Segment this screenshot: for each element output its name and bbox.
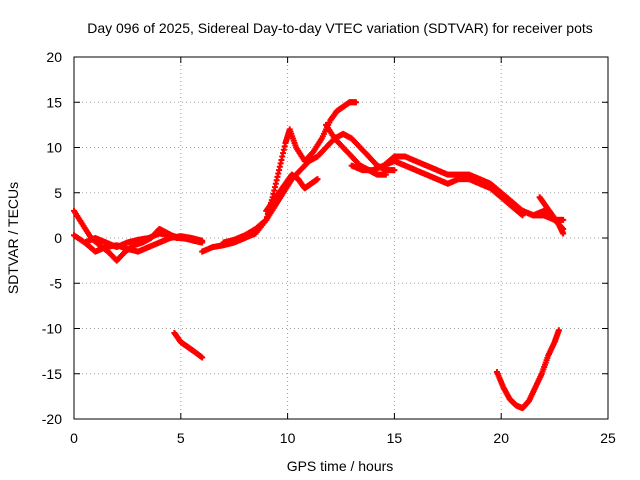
y-tick-label: -10 <box>42 321 62 337</box>
x-tick-label: 20 <box>493 430 509 446</box>
series-track-7 <box>323 121 389 178</box>
y-tick-label: 5 <box>54 185 62 201</box>
series-track-6 <box>263 171 321 214</box>
data-point <box>352 99 359 106</box>
data-point <box>555 327 562 334</box>
data-point <box>199 354 206 361</box>
x-axis-label: GPS time / hours <box>287 458 394 474</box>
data-points <box>71 99 567 412</box>
series-track-12 <box>171 330 206 361</box>
y-tick-label: -5 <box>50 275 63 291</box>
y-tick-label: 10 <box>46 140 62 156</box>
y-tick-label: 20 <box>46 49 62 65</box>
y-tick-label: -15 <box>42 366 62 382</box>
y-tick-label: -20 <box>42 411 62 427</box>
series-track-11 <box>536 194 567 237</box>
series-track-3 <box>81 230 195 251</box>
series-track-10 <box>508 203 567 232</box>
x-axis: 0 5 10 15 20 25 <box>70 57 616 446</box>
data-point <box>382 171 389 178</box>
x-tick-label: 10 <box>280 430 296 446</box>
data-point <box>199 237 206 244</box>
x-tick-label: 15 <box>387 430 403 446</box>
series-track-5 <box>220 130 398 246</box>
x-tick-label: 25 <box>600 430 616 446</box>
data-point <box>188 236 195 243</box>
data-point <box>560 230 567 237</box>
data-point <box>391 167 398 174</box>
series-track-13 <box>493 327 562 412</box>
y-tick-label: 0 <box>54 230 62 246</box>
data-point <box>314 176 321 183</box>
y-axis: -20 -15 -10 -5 0 5 10 15 20 <box>42 49 608 427</box>
x-tick-label: 0 <box>70 430 78 446</box>
chart-title: Day 096 of 2025, Sidereal Day-to-day VTE… <box>87 20 593 36</box>
series-track-9 <box>380 158 526 219</box>
x-tick-label: 5 <box>177 430 185 446</box>
grid-lines <box>74 57 608 419</box>
y-tick-label: 15 <box>46 94 62 110</box>
y-axis-label: SDTVAR / TECUs <box>5 182 21 294</box>
data-point <box>560 216 567 223</box>
series-track-4 <box>199 99 359 255</box>
